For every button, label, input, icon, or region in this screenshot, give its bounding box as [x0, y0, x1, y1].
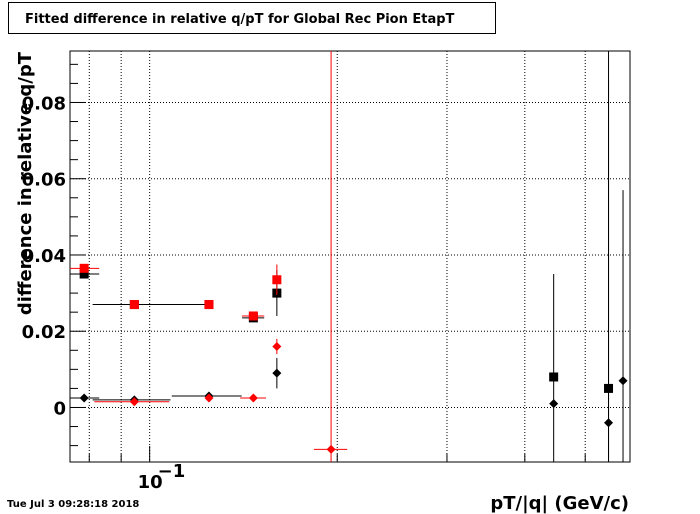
y-tick-label: 0: [53, 398, 66, 419]
data-points: [70, 51, 628, 462]
diamond-marker: [272, 341, 282, 351]
axis-ticks: [70, 63, 586, 462]
diamond-marker: [248, 393, 258, 403]
chart-title-box: Fitted difference in relative q/pT for G…: [8, 2, 496, 34]
y-tick-label: 0.02: [22, 322, 66, 343]
diamond-marker: [618, 376, 628, 386]
diamond-marker: [326, 444, 336, 454]
tick-labels: 0 0.02 0.04 0.06 0.08 10−1: [22, 93, 186, 493]
x-tick-label-exponent: −1: [158, 461, 186, 482]
x-tick-label: 10: [138, 472, 163, 493]
square-marker: [549, 372, 559, 382]
square-marker: [204, 300, 214, 310]
plot-frame: [69, 50, 631, 463]
diamond-marker: [79, 393, 89, 403]
diamond-marker: [604, 418, 614, 428]
square-marker: [129, 300, 139, 310]
diamond-marker: [549, 399, 559, 409]
y-tick-label: 0.08: [22, 93, 66, 114]
diamond-marker: [204, 393, 214, 403]
diamond-marker: [129, 397, 139, 407]
square-marker: [272, 275, 282, 285]
square-marker: [79, 263, 89, 273]
grid: [70, 51, 630, 462]
diamond-marker: [272, 368, 282, 378]
square-marker: [248, 311, 258, 321]
y-axis-title: difference in relative q/pT: [15, 51, 36, 315]
x-axis-title: pT/|q| (GeV/c): [490, 493, 629, 514]
y-tick-label: 0.06: [22, 170, 66, 191]
chart-title: Fitted difference in relative q/pT for G…: [25, 12, 455, 27]
timestamp: Tue Jul 3 09:28:18 2018: [7, 499, 140, 510]
y-tick-label: 0.04: [22, 246, 66, 267]
square-marker: [79, 269, 89, 279]
